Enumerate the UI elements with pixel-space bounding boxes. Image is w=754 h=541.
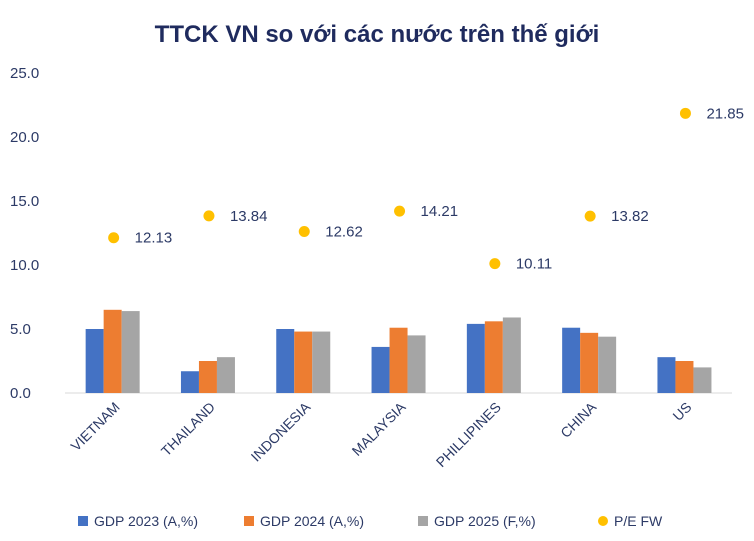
pe-point-phillipines (489, 258, 501, 270)
pe-point-us (679, 107, 691, 119)
y-tick-label: 10.0 (10, 257, 39, 274)
y-tick-label: 25.0 (10, 65, 39, 82)
legend-swatch (244, 516, 254, 526)
bar-indonesia-2 (312, 331, 331, 393)
bar-phillipines-0 (466, 323, 485, 393)
legend-label: GDP 2024 (A,%) (260, 513, 364, 529)
bar-thailand-0 (180, 371, 199, 393)
category-label: THAILAND (158, 399, 218, 459)
legend-label: GDP 2023 (A,%) (94, 513, 198, 529)
pe-data-label: 10.11 (516, 256, 552, 273)
bar-thailand-1 (198, 361, 217, 393)
legend-swatch (598, 516, 608, 526)
pe-data-label: 13.84 (230, 208, 268, 225)
bar-thailand-2 (216, 357, 235, 393)
bar-china-0 (562, 327, 581, 393)
category-label: PHILLIPINES (433, 399, 504, 470)
bar-malaysia-2 (407, 335, 426, 393)
bar-us-2 (693, 367, 712, 393)
pe-data-label: 14.21 (421, 203, 459, 220)
pe-point-china (584, 210, 596, 222)
bar-vietnam-1 (103, 309, 122, 393)
bar-vietnam-0 (85, 329, 104, 393)
category-label: VIETNAM (67, 399, 122, 454)
pe-point-indonesia (298, 225, 310, 237)
pe-data-label: 13.82 (611, 208, 649, 225)
y-tick-label: 5.0 (10, 321, 31, 338)
bar-us-1 (675, 361, 694, 393)
y-tick-label: 0.0 (10, 385, 31, 402)
bar-phillipines-2 (502, 317, 521, 393)
legend-swatch (418, 516, 428, 526)
category-label: US (670, 399, 695, 424)
legend-swatch (78, 516, 88, 526)
bar-phillipines-1 (484, 321, 503, 393)
pe-point-malaysia (394, 205, 406, 217)
bar-malaysia-1 (389, 327, 408, 393)
pe-data-label: 12.13 (135, 230, 173, 247)
legend-label: P/E FW (614, 513, 663, 529)
y-tick-label: 20.0 (10, 129, 39, 146)
pe-data-label: 12.62 (325, 223, 363, 240)
category-label: MALAYSIA (349, 398, 410, 459)
bar-malaysia-0 (371, 346, 390, 393)
bar-china-2 (598, 336, 617, 393)
y-tick-label: 15.0 (10, 193, 39, 210)
pe-data-label: 21.85 (706, 105, 744, 122)
pe-point-vietnam (108, 232, 120, 244)
bar-china-1 (580, 332, 599, 393)
legend-label: GDP 2025 (F,%) (434, 513, 536, 529)
category-label: INDONESIA (248, 398, 314, 464)
bar-vietnam-2 (121, 311, 140, 393)
pe-point-thailand (203, 210, 215, 222)
bar-indonesia-0 (276, 329, 295, 393)
category-label: CHINA (557, 398, 600, 441)
bar-indonesia-1 (294, 331, 313, 393)
chart-title: TTCK VN so với các nước trên thế giới (155, 21, 600, 48)
bar-us-0 (657, 357, 676, 393)
